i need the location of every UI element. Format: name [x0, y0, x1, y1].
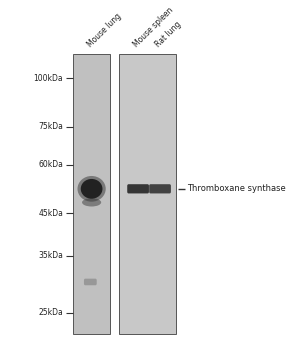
Text: 45kDa: 45kDa	[39, 209, 63, 218]
FancyBboxPatch shape	[149, 184, 171, 194]
Bar	[119, 55, 176, 335]
Ellipse shape	[82, 198, 101, 206]
Text: Mouse spleen: Mouse spleen	[132, 6, 175, 49]
Text: 75kDa: 75kDa	[39, 122, 63, 131]
Text: Thromboxane synthase: Thromboxane synthase	[187, 184, 286, 193]
Text: 25kDa: 25kDa	[39, 308, 63, 317]
FancyBboxPatch shape	[84, 279, 97, 285]
Text: 60kDa: 60kDa	[39, 160, 63, 169]
Text: 35kDa: 35kDa	[39, 251, 63, 260]
FancyBboxPatch shape	[127, 184, 149, 194]
Bar	[74, 55, 110, 335]
Text: Rat lung: Rat lung	[154, 20, 183, 49]
Ellipse shape	[81, 179, 103, 199]
Text: Mouse lung: Mouse lung	[85, 12, 123, 49]
Ellipse shape	[84, 182, 99, 196]
Text: 100kDa: 100kDa	[34, 74, 63, 83]
Ellipse shape	[78, 176, 106, 202]
